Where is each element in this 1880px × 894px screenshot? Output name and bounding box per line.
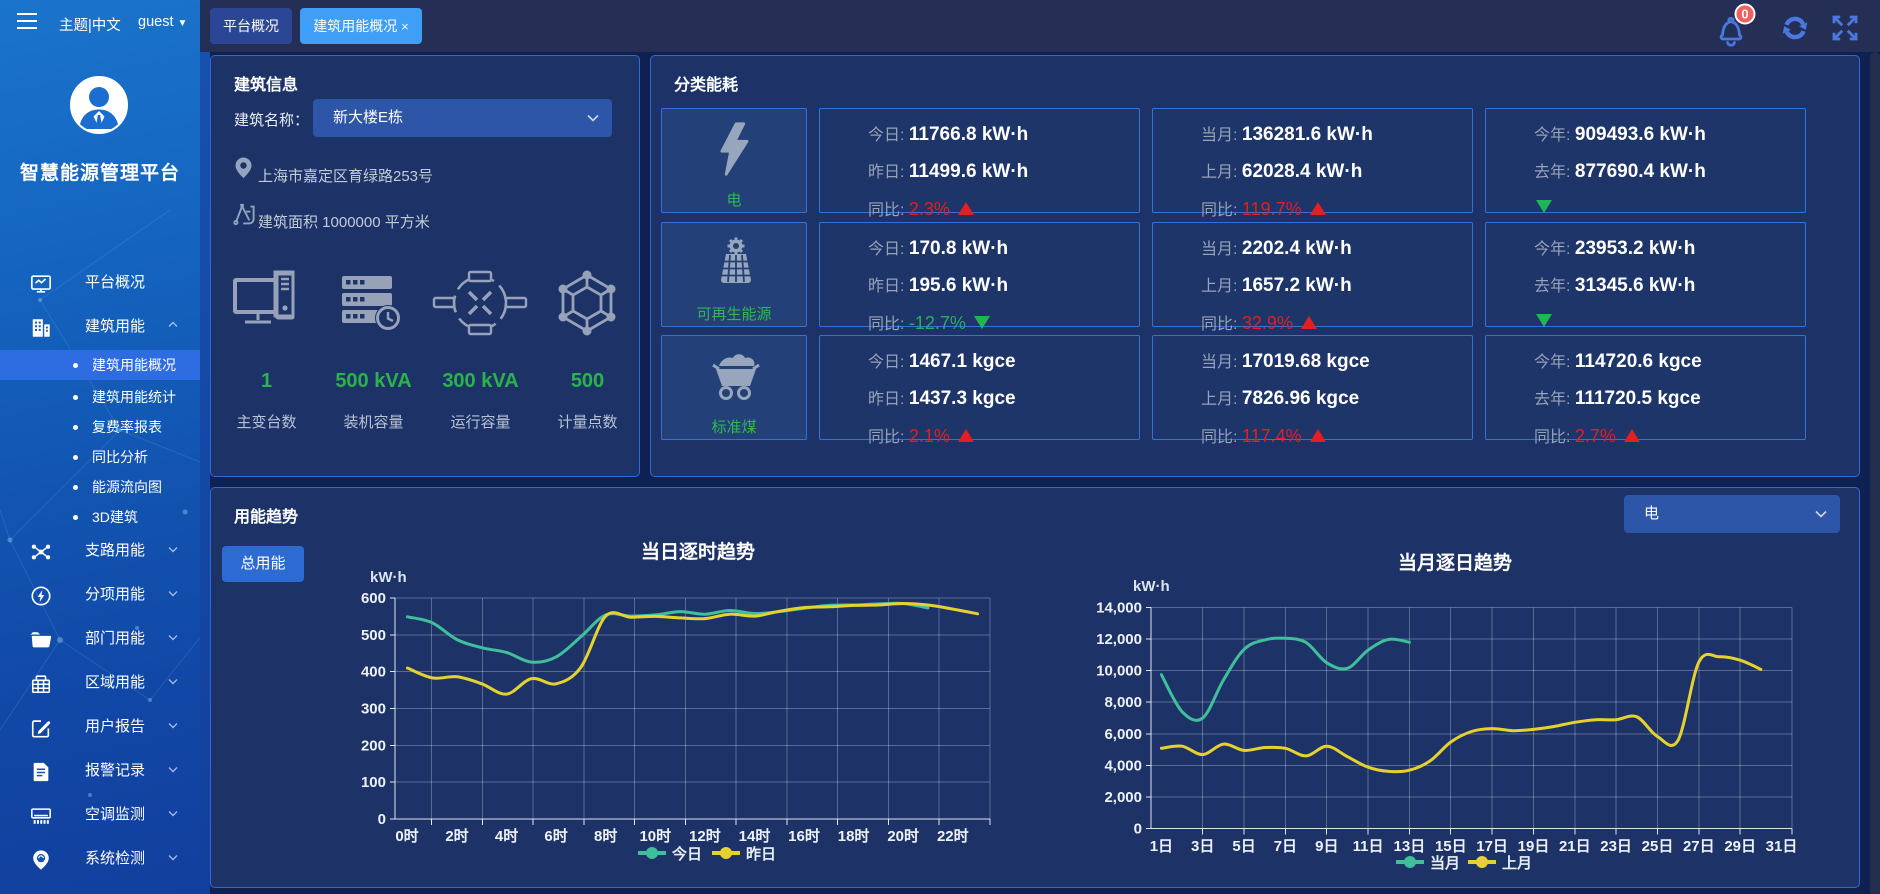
- svg-text:21日: 21日: [1559, 838, 1591, 855]
- svg-text:当月: 当月: [1430, 854, 1460, 872]
- svg-text:16时: 16时: [788, 828, 820, 845]
- svg-text:4,000: 4,000: [1104, 757, 1142, 774]
- svg-text:10,000: 10,000: [1096, 663, 1142, 680]
- svg-text:200: 200: [361, 737, 386, 754]
- svg-text:0时: 0时: [395, 828, 418, 845]
- svg-text:15日: 15日: [1435, 838, 1467, 855]
- svg-text:8,000: 8,000: [1104, 694, 1142, 711]
- svg-text:0: 0: [1134, 821, 1142, 838]
- svg-text:当日逐时趋势: 当日逐时趋势: [641, 540, 755, 563]
- svg-text:13日: 13日: [1394, 838, 1426, 855]
- svg-text:17日: 17日: [1476, 838, 1508, 855]
- svg-text:14,000: 14,000: [1096, 600, 1142, 617]
- svg-text:kW·h: kW·h: [1133, 578, 1170, 595]
- svg-text:27日: 27日: [1683, 838, 1715, 855]
- svg-text:5日: 5日: [1232, 838, 1255, 855]
- svg-text:14时: 14时: [739, 828, 771, 845]
- svg-text:今日: 今日: [671, 845, 702, 863]
- svg-text:300: 300: [361, 701, 386, 718]
- svg-text:18时: 18时: [838, 828, 870, 845]
- svg-text:31日: 31日: [1766, 838, 1798, 855]
- svg-text:12,000: 12,000: [1096, 631, 1142, 648]
- svg-text:400: 400: [361, 664, 386, 681]
- svg-text:20时: 20时: [887, 828, 919, 845]
- svg-text:10时: 10时: [639, 828, 671, 845]
- svg-text:500: 500: [361, 627, 386, 644]
- svg-text:1日: 1日: [1150, 838, 1173, 855]
- svg-text:上月: 上月: [1502, 855, 1532, 872]
- svg-text:100: 100: [361, 774, 386, 791]
- svg-text:6,000: 6,000: [1104, 726, 1142, 743]
- svg-text:8时: 8时: [594, 828, 617, 845]
- svg-text:29日: 29日: [1724, 838, 1756, 855]
- svg-text:25日: 25日: [1642, 838, 1674, 855]
- svg-text:2,000: 2,000: [1104, 789, 1142, 806]
- svg-text:6时: 6时: [544, 828, 567, 845]
- svg-text:当月逐日趋势: 当月逐日趋势: [1398, 551, 1512, 574]
- svg-text:11日: 11日: [1353, 838, 1384, 855]
- svg-text:3日: 3日: [1191, 838, 1214, 855]
- svg-text:23日: 23日: [1600, 838, 1632, 855]
- svg-text:12时: 12时: [689, 828, 721, 845]
- svg-text:19日: 19日: [1518, 838, 1550, 855]
- svg-text:0: 0: [378, 811, 386, 828]
- svg-text:0: 0: [1741, 7, 1748, 22]
- svg-text:7日: 7日: [1274, 838, 1297, 855]
- svg-text:4时: 4时: [495, 828, 518, 845]
- svg-text:22时: 22时: [937, 828, 969, 845]
- svg-text:2时: 2时: [445, 828, 468, 845]
- svg-text:昨日: 昨日: [746, 845, 776, 863]
- svg-text:9日: 9日: [1315, 838, 1338, 855]
- svg-text:kW·h: kW·h: [370, 569, 407, 586]
- svg-text:600: 600: [361, 590, 386, 607]
